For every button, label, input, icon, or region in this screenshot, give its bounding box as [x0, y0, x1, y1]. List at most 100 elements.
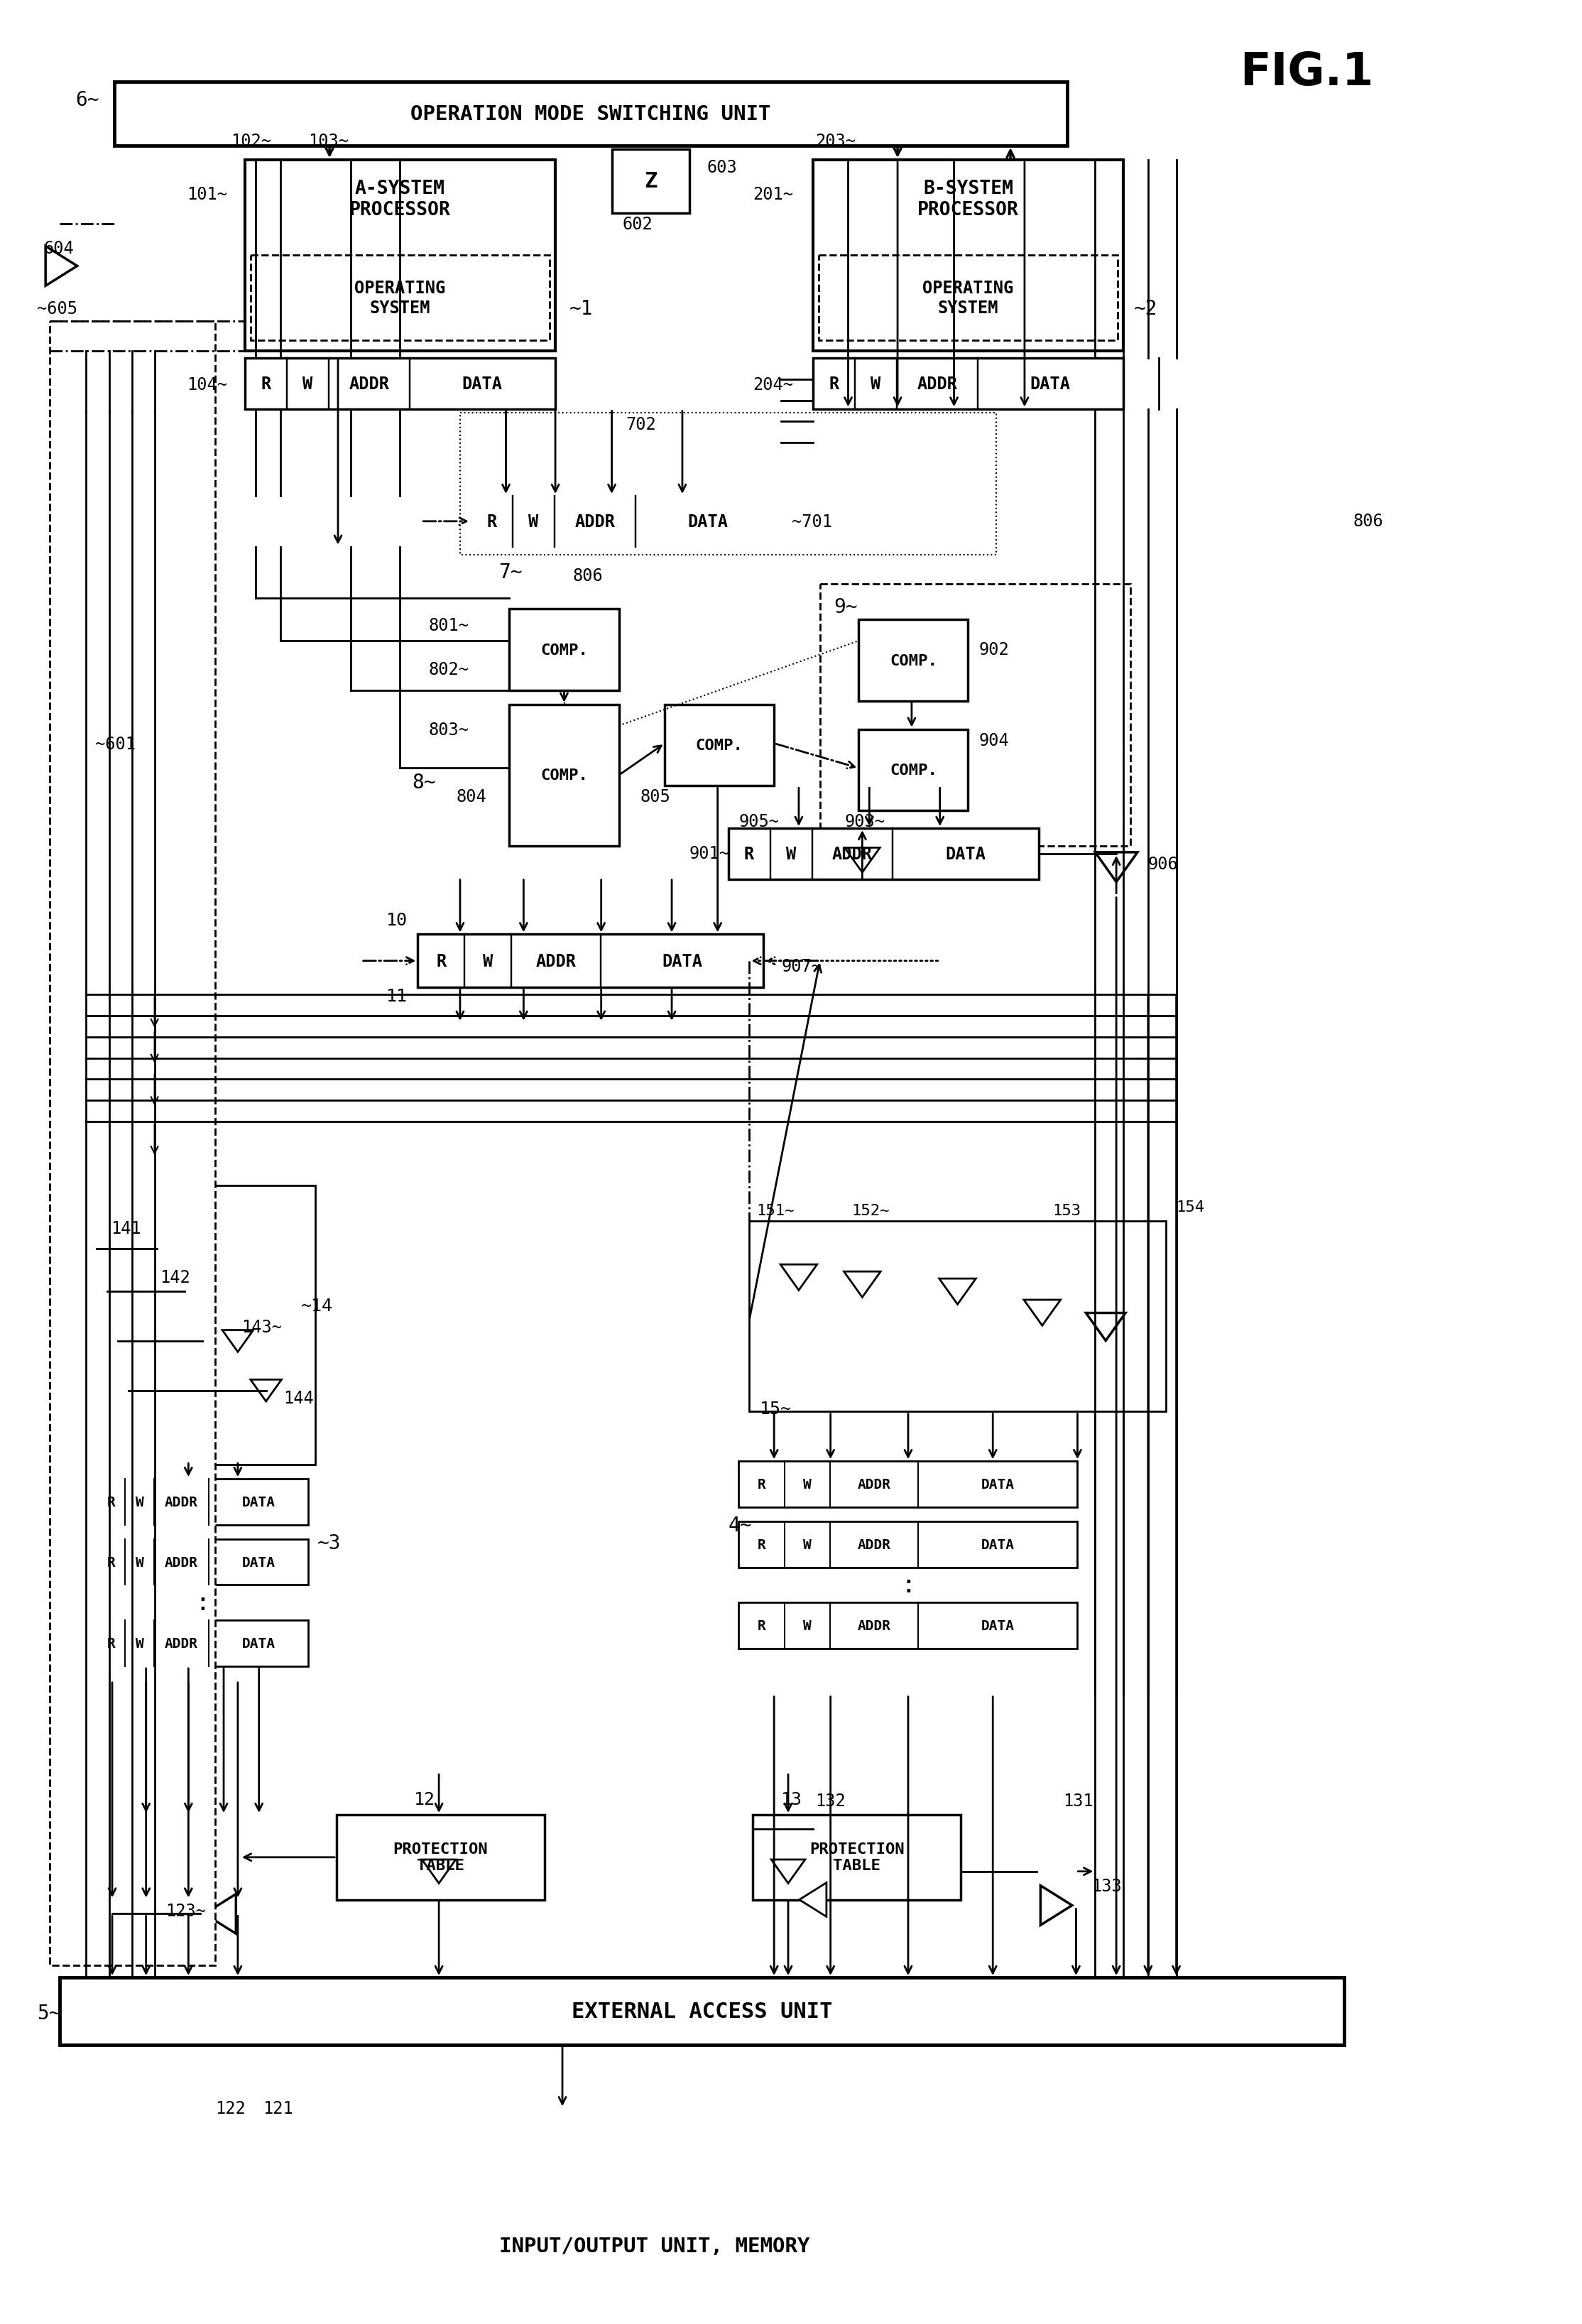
Bar — [813, 160, 1123, 351]
Text: R: R — [758, 1478, 766, 1492]
Text: ~3: ~3 — [318, 1534, 342, 1552]
Bar — [337, 1815, 544, 1899]
Text: 804: 804 — [457, 788, 487, 806]
Text: ADDR: ADDR — [574, 514, 615, 530]
Polygon shape — [780, 1264, 818, 1290]
Bar — [859, 621, 968, 702]
Text: DATA: DATA — [242, 1636, 275, 1650]
Polygon shape — [1095, 853, 1137, 883]
Text: ~14: ~14 — [301, 1297, 334, 1315]
Text: 203~: 203~ — [815, 132, 856, 151]
Text: W: W — [302, 376, 313, 393]
Text: 152~: 152~ — [851, 1204, 889, 1218]
Polygon shape — [1024, 1299, 1060, 1325]
Bar — [245, 358, 555, 409]
Text: W: W — [136, 1636, 144, 1650]
Text: 201~: 201~ — [753, 186, 793, 202]
Text: 905~: 905~ — [739, 813, 780, 830]
Polygon shape — [422, 1859, 456, 1882]
Text: 102~: 102~ — [231, 132, 271, 151]
Text: 12: 12 — [414, 1792, 435, 1808]
Text: R: R — [106, 1555, 115, 1569]
Text: DATA: DATA — [661, 953, 702, 969]
Text: 803~: 803~ — [429, 720, 468, 739]
Text: R: R — [106, 1494, 115, 1508]
Text: EXTERNAL ACCESS UNIT: EXTERNAL ACCESS UNIT — [571, 2001, 832, 2022]
Text: 101~: 101~ — [187, 186, 228, 202]
Text: 5~: 5~ — [36, 2003, 60, 2022]
Text: W: W — [804, 1478, 812, 1492]
Text: DATA: DATA — [688, 514, 728, 530]
Text: W: W — [804, 1538, 812, 1550]
Text: 4~: 4~ — [728, 1515, 751, 1536]
Text: DATA: DATA — [242, 1555, 275, 1569]
Bar — [97, 1620, 308, 1666]
Text: INPUT/OUTPUT UNIT, MEMORY: INPUT/OUTPUT UNIT, MEMORY — [498, 2236, 810, 2257]
Text: COMP.: COMP. — [696, 739, 744, 753]
Polygon shape — [940, 1278, 976, 1304]
Bar — [97, 1478, 308, 1525]
Text: 132: 132 — [815, 1792, 845, 1810]
Polygon shape — [221, 1329, 253, 1353]
Text: W: W — [136, 1494, 144, 1508]
Text: W: W — [483, 953, 494, 969]
Text: ADDR: ADDR — [536, 953, 576, 969]
Text: ADDR: ADDR — [348, 376, 389, 393]
Text: :: : — [195, 1590, 210, 1615]
Text: PROTECTION
TABLE: PROTECTION TABLE — [810, 1843, 905, 1873]
Bar — [471, 497, 782, 546]
Text: 10: 10 — [386, 911, 407, 930]
Text: 144: 144 — [283, 1390, 313, 1406]
Text: 901~: 901~ — [690, 846, 729, 862]
Bar — [739, 1604, 1077, 1648]
Text: R: R — [829, 376, 838, 393]
Text: 142: 142 — [160, 1269, 190, 1285]
Text: 131: 131 — [1063, 1792, 1093, 1810]
Text: Z: Z — [644, 172, 657, 193]
Bar — [818, 256, 1118, 342]
Text: COMP.: COMP. — [541, 644, 589, 658]
Text: 104~: 104~ — [187, 376, 228, 393]
Bar — [509, 609, 619, 690]
Text: W: W — [528, 514, 538, 530]
Polygon shape — [1041, 1885, 1073, 1924]
Text: 11: 11 — [386, 988, 407, 1004]
Text: 154: 154 — [1177, 1199, 1205, 1213]
Text: R: R — [744, 846, 755, 862]
Bar — [739, 1462, 1077, 1508]
Text: A-SYSTEM
PROCESSOR: A-SYSTEM PROCESSOR — [350, 179, 451, 218]
Text: 122: 122 — [215, 2101, 245, 2117]
Text: ~701: ~701 — [791, 514, 832, 530]
Text: DATA: DATA — [1030, 376, 1071, 393]
Bar — [739, 1522, 1077, 1566]
Polygon shape — [843, 1271, 881, 1297]
Text: DATA: DATA — [981, 1478, 1014, 1492]
Text: 121: 121 — [263, 2101, 293, 2117]
Text: FIG.1: FIG.1 — [1240, 51, 1373, 93]
Bar — [60, 1978, 1345, 2045]
Text: 702: 702 — [626, 416, 657, 435]
Text: ADDR: ADDR — [857, 1620, 891, 1631]
Bar — [460, 414, 997, 555]
Bar — [509, 704, 619, 846]
Text: DATA: DATA — [981, 1538, 1014, 1550]
Text: 6~: 6~ — [76, 91, 100, 109]
Text: DATA: DATA — [981, 1620, 1014, 1631]
Text: 13: 13 — [782, 1792, 802, 1808]
Text: 151~: 151~ — [756, 1204, 794, 1218]
Text: 903~: 903~ — [845, 813, 884, 830]
Polygon shape — [845, 848, 880, 874]
Text: ADDR: ADDR — [165, 1494, 198, 1508]
Polygon shape — [772, 1859, 805, 1882]
Text: 7~: 7~ — [498, 562, 522, 581]
Text: W: W — [870, 376, 881, 393]
Bar — [819, 586, 1131, 846]
Text: OPERATING
SYSTEM: OPERATING SYSTEM — [922, 279, 1014, 316]
Polygon shape — [250, 1380, 282, 1401]
Text: 204~: 204~ — [753, 376, 793, 393]
Text: ~605: ~605 — [36, 300, 78, 318]
Text: 806: 806 — [573, 567, 603, 583]
Text: 103~: 103~ — [308, 132, 348, 151]
Bar — [664, 704, 774, 786]
Text: 801~: 801~ — [429, 618, 468, 634]
